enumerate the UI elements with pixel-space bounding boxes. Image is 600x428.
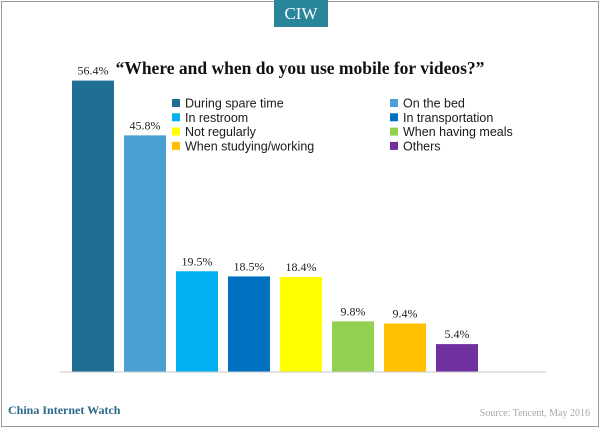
data-label-during-spare-time: 56.4% bbox=[78, 64, 109, 78]
legend-label-when-having-meals: When having meals bbox=[403, 125, 513, 139]
legend-label-not-regularly: Not regularly bbox=[185, 125, 257, 139]
footer-brand: China Internet Watch bbox=[8, 403, 121, 417]
ciw-badge: CIW bbox=[274, 0, 328, 27]
legend: During spare time On the bed In restroom In… bbox=[172, 97, 513, 153]
data-label-in-restroom: 19.5% bbox=[182, 254, 213, 268]
data-label-not-regularly: 18.4% bbox=[286, 260, 317, 274]
bar-when-studying-working bbox=[384, 323, 426, 372]
data-label-others: 5.4% bbox=[445, 327, 470, 341]
data-label-when-studying-working: 9.4% bbox=[393, 306, 418, 320]
bar-on-the-bed bbox=[124, 135, 166, 372]
footer-source: Source: Tencent, May 2016 bbox=[479, 408, 590, 419]
legend-swatch-on-the-bed bbox=[390, 99, 398, 107]
legend-swatch-during-spare-time bbox=[172, 99, 180, 107]
bars-layer: 56.4% 45.8% 19.5% 18.5% 18.4% 9.8% 9.4% 5.4% bbox=[72, 64, 478, 372]
legend-swatch-in-restroom bbox=[172, 113, 180, 122]
data-label-when-having-meals: 9.8% bbox=[341, 304, 366, 318]
legend-label-when-studying-working: When studying/working bbox=[185, 139, 314, 153]
legend-swatch-not-regularly bbox=[172, 127, 180, 136]
bar-in-restroom bbox=[176, 271, 218, 372]
data-label-in-transportation: 18.5% bbox=[234, 259, 265, 273]
chart-title: “Where and when do you use mobile for vi… bbox=[115, 58, 485, 78]
legend-label-during-spare-time: During spare time bbox=[185, 97, 284, 111]
bar-in-transportation bbox=[228, 276, 270, 372]
legend-label-in-transportation: In transportation bbox=[403, 111, 493, 125]
bar-others bbox=[436, 344, 478, 372]
legend-swatch-when-having-meals bbox=[390, 127, 398, 136]
legend-label-others: Others bbox=[403, 139, 441, 153]
legend-swatch-others bbox=[390, 141, 398, 150]
data-label-on-the-bed: 45.8% bbox=[130, 118, 161, 132]
legend-label-in-restroom: In restroom bbox=[185, 111, 248, 125]
bar-not-regularly bbox=[280, 276, 322, 372]
legend-swatch-in-transportation bbox=[390, 113, 398, 122]
bar-during-spare-time bbox=[72, 80, 114, 372]
legend-swatch-when-studying-working bbox=[172, 141, 180, 150]
legend-label-on-the-bed: On the bed bbox=[403, 97, 465, 111]
bar-when-having-meals bbox=[332, 321, 374, 372]
